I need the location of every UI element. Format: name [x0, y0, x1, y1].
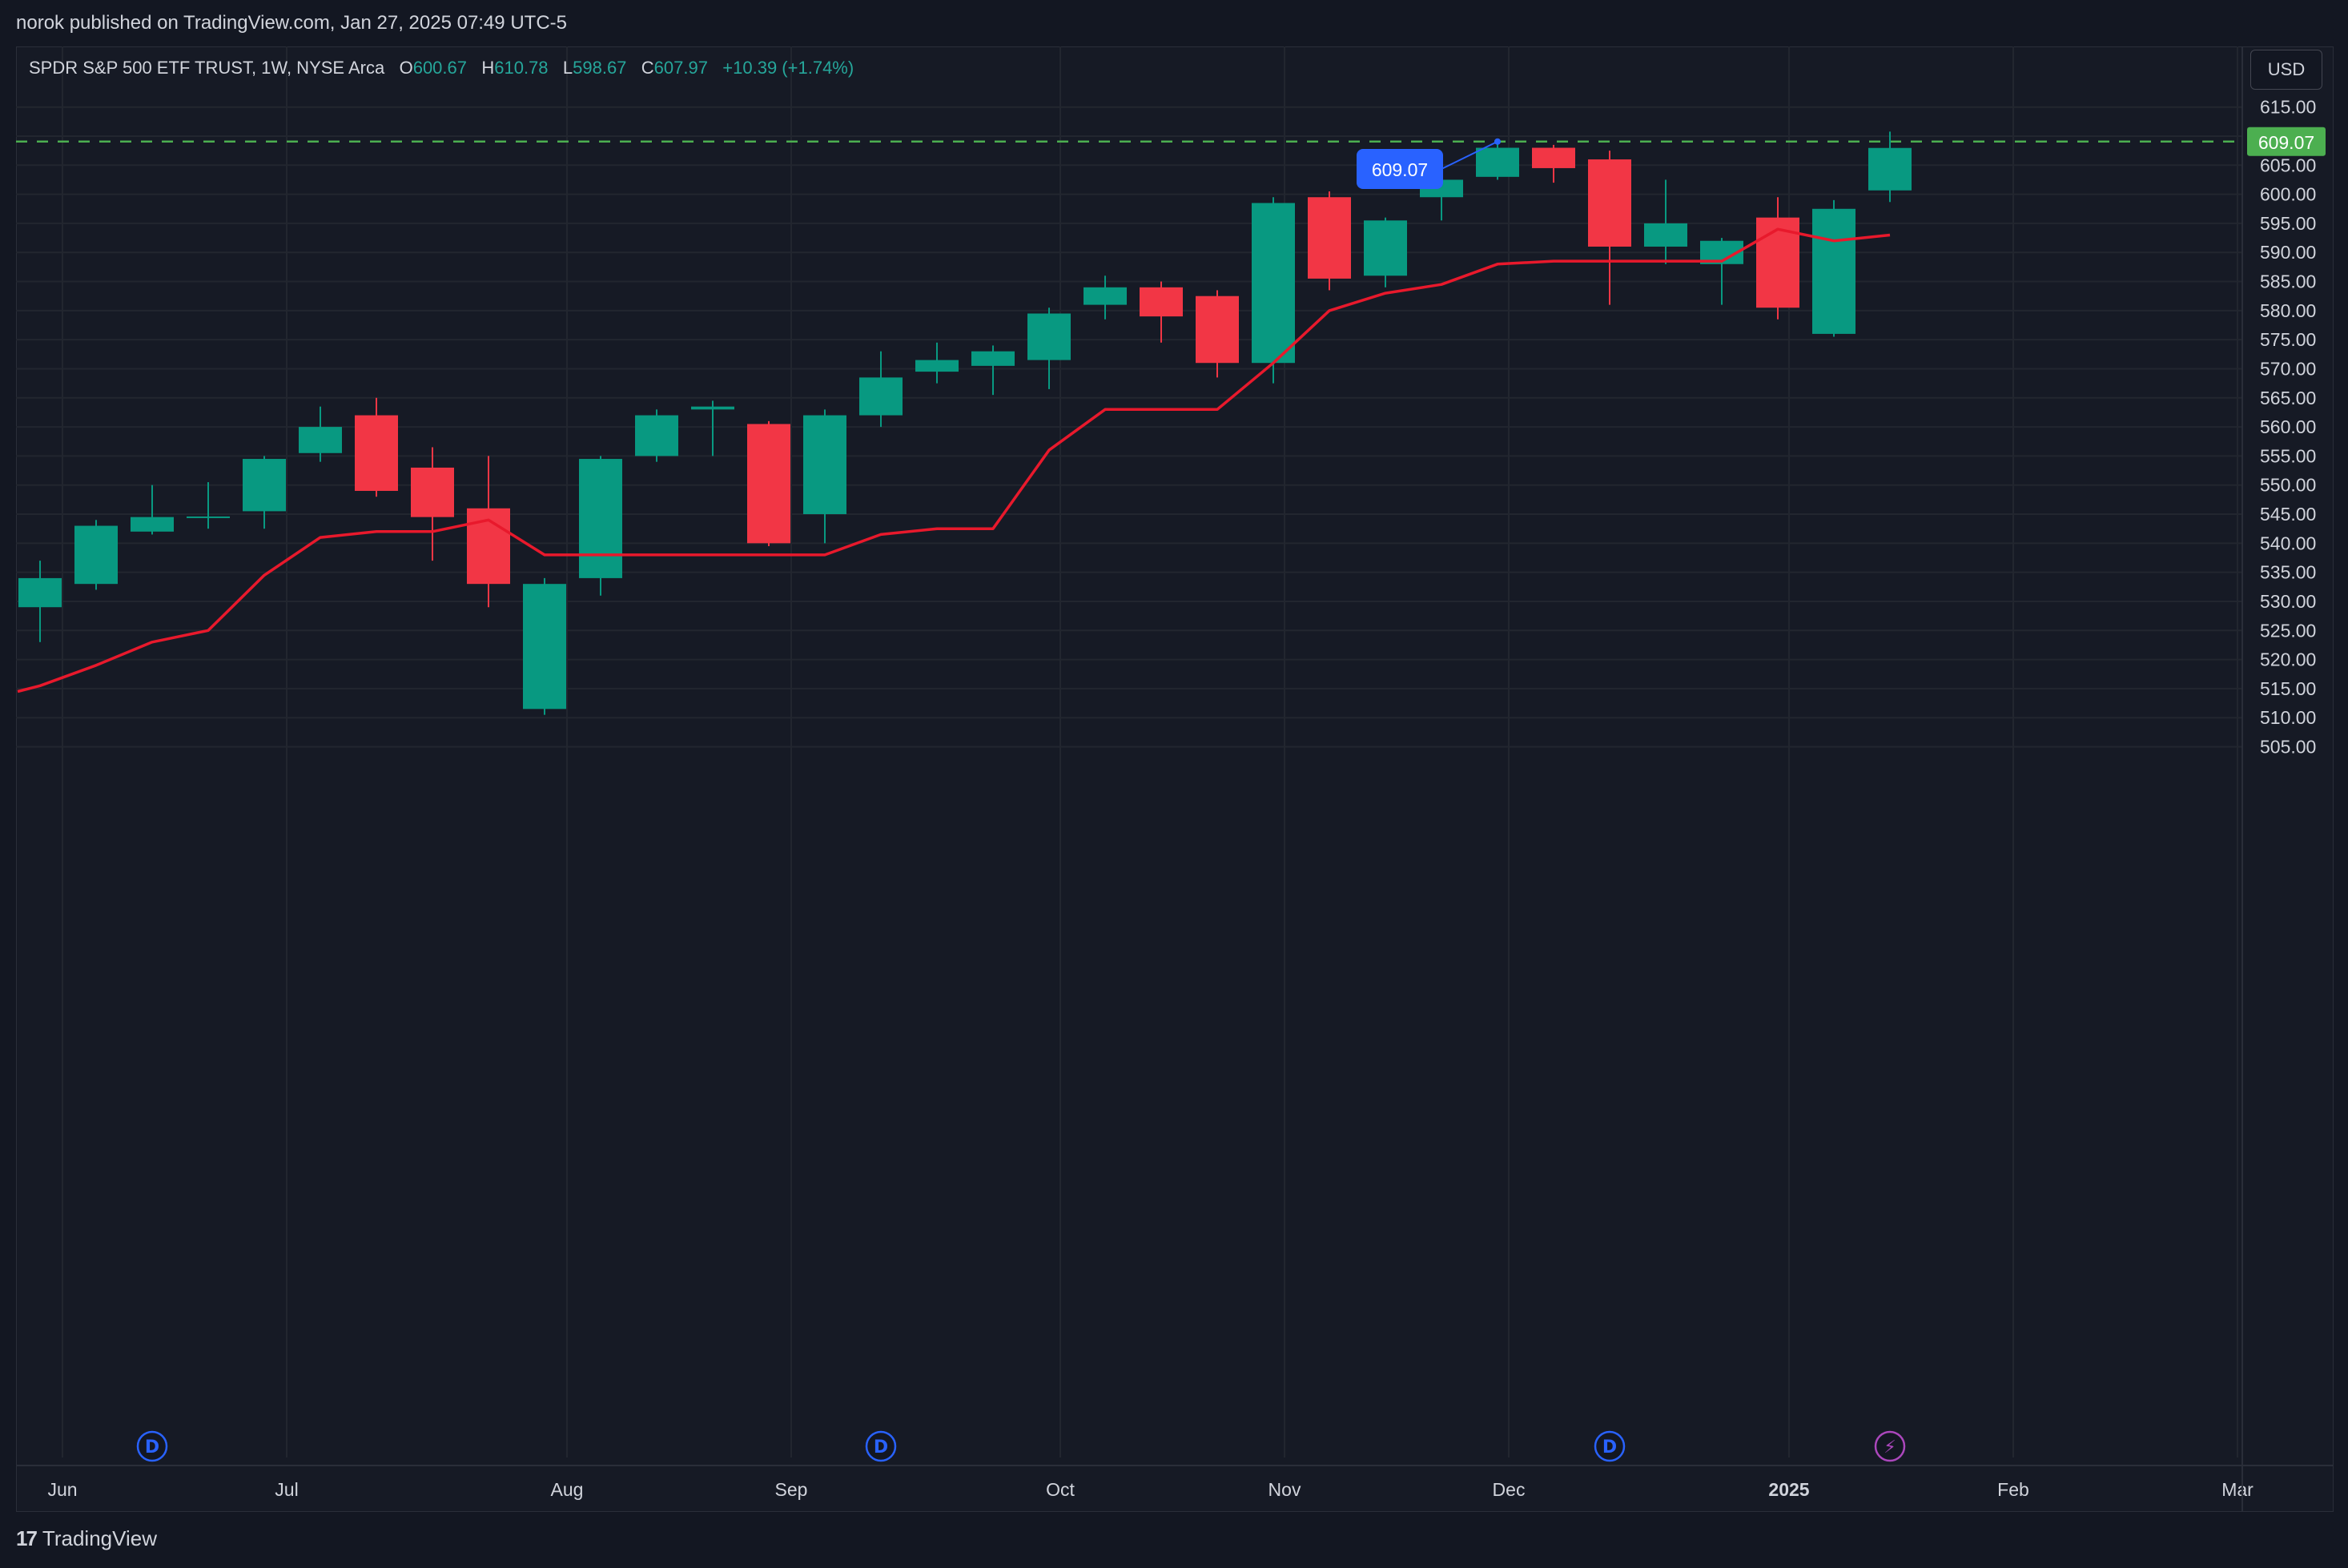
candle-body: [1308, 197, 1351, 279]
y-tick-label: 515.00: [2260, 678, 2316, 699]
y-tick-label: 585.00: [2260, 271, 2316, 292]
candle-body: [1588, 159, 1631, 247]
candle-body: [1812, 208, 1855, 334]
legend-open: 600.67: [412, 58, 467, 78]
earnings-event-icon[interactable]: [1874, 1430, 1906, 1462]
candle-body: [915, 360, 959, 372]
candle-body: [971, 351, 1015, 366]
y-tick-label: 540.00: [2260, 533, 2316, 553]
candle-body: [1140, 287, 1183, 317]
candle-body: [691, 406, 734, 410]
candle-body: [1644, 223, 1687, 247]
y-tick-label: 605.00: [2260, 155, 2316, 175]
callout-leader: [1439, 140, 1498, 171]
top-bar: norok published on TradingView.com, Jan …: [0, 0, 2348, 46]
candle-body: [74, 525, 118, 585]
candle-body: [1084, 287, 1127, 305]
x-tick-label: Aug: [551, 1479, 584, 1500]
y-tick-label: 530.00: [2260, 591, 2316, 612]
x-tick-label: Jun: [47, 1479, 77, 1500]
plot-area: 609.07: [16, 131, 2242, 715]
candle-body: [1868, 147, 1912, 191]
candle-body: [523, 584, 566, 710]
callout-box: [1357, 149, 1443, 189]
candle-body: [1252, 203, 1295, 364]
legend-symbol[interactable]: SPDR S&P 500 ETF TRUST, 1W, NYSE Arca: [29, 58, 385, 78]
y-tick-label: 505.00: [2260, 737, 2316, 758]
currency-button[interactable]: USD: [2250, 50, 2322, 90]
legend-low-label: L: [562, 58, 573, 78]
tradingview-logo[interactable]: 17 TradingView: [16, 1526, 157, 1551]
indicator-line: [17, 227, 1891, 694]
y-tick-label: 555.00: [2260, 445, 2316, 466]
x-tick-label: Nov: [1268, 1479, 1301, 1500]
y-tick-label: 525.00: [2260, 620, 2316, 641]
dividend-event-icon[interactable]: [1594, 1430, 1626, 1462]
symbol-legend: SPDR S&P 500 ETF TRUST, 1W, NYSE Arca O6…: [29, 58, 854, 78]
candle-body: [355, 415, 398, 491]
x-tick-label: Dec: [1493, 1479, 1526, 1500]
legend-change: +10.39 (+1.74%): [722, 58, 854, 78]
published-caption: norok published on TradingView.com, Jan …: [16, 12, 567, 34]
y-tick-label: 510.00: [2260, 707, 2316, 728]
dividend-event-icon[interactable]: [136, 1430, 168, 1462]
candle-body: [18, 577, 62, 608]
y-tick-label: 545.00: [2260, 504, 2316, 525]
x-tick-label: Feb: [1997, 1479, 2029, 1500]
x-tick-label: Oct: [1046, 1479, 1075, 1500]
candle-body: [1476, 147, 1519, 177]
candle-body: [187, 516, 230, 518]
candle-body: [1196, 296, 1239, 364]
tradingview-logo-icon: 17: [16, 1526, 38, 1550]
candle-body: [411, 467, 454, 517]
y-tick-label: 600.00: [2260, 184, 2316, 205]
candle-body: [579, 459, 622, 578]
legend-low: 598.67: [573, 58, 627, 78]
legend-open-label: O: [399, 58, 413, 78]
dividend-event-icon[interactable]: [865, 1430, 897, 1462]
candle-body: [1532, 147, 1575, 168]
x-tick-label: 2025: [1768, 1479, 1809, 1500]
legend-close-label: C: [641, 58, 654, 78]
candle-body: [1027, 313, 1071, 360]
x-tick-label: Mar: [2221, 1479, 2254, 1500]
current-price-tag: [2247, 127, 2326, 156]
candle-body: [299, 427, 342, 453]
event-label: ⚡: [1884, 1437, 1896, 1457]
candle-body: [859, 377, 903, 416]
event-label: D: [145, 1437, 159, 1457]
legend-high-label: H: [481, 58, 495, 78]
tradingview-logo-text: TradingView: [42, 1526, 157, 1550]
y-tick-label: 565.00: [2260, 388, 2316, 408]
y-tick-label: 560.00: [2260, 416, 2316, 437]
current-price-tag-label: 609.07: [2258, 132, 2314, 153]
candle-body: [803, 415, 846, 515]
y-tick-label: 595.00: [2260, 213, 2316, 234]
y-tick-label: 575.00: [2260, 329, 2316, 350]
callout-label: 609.07: [1372, 159, 1428, 180]
candle-body: [131, 517, 174, 532]
candle-body: [747, 424, 790, 544]
footer: [0, 1512, 2348, 1568]
y-tick-label: 570.00: [2260, 358, 2316, 379]
y-tick-label: 550.00: [2260, 475, 2316, 496]
event-label: D: [1602, 1437, 1617, 1457]
y-tick-label: 535.00: [2260, 562, 2316, 583]
candle-body: [1364, 220, 1407, 276]
legend-high: 610.78: [494, 58, 549, 78]
callout-anchor: [1494, 138, 1501, 145]
y-tick-label: 590.00: [2260, 242, 2316, 263]
candle-body: [243, 459, 286, 512]
x-tick-label: Jul: [275, 1479, 298, 1500]
y-tick-label: 520.00: [2260, 649, 2316, 670]
candle-body: [635, 415, 678, 456]
legend-close: 607.97: [653, 58, 708, 78]
event-label: D: [874, 1437, 888, 1457]
y-tick-label: 615.00: [2260, 97, 2316, 118]
x-tick-label: Sep: [775, 1479, 808, 1500]
y-tick-label: 580.00: [2260, 300, 2316, 321]
